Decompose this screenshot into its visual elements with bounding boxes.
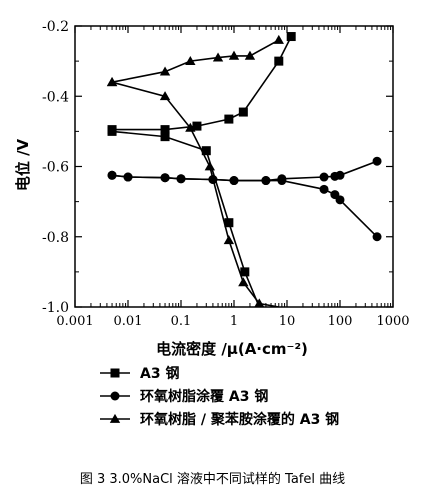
data-point-circle <box>229 176 239 186</box>
series-layer <box>106 32 382 307</box>
data-point-triangle <box>212 52 224 62</box>
series-circle <box>107 156 382 242</box>
data-point-circle <box>261 176 271 186</box>
data-point-circle <box>335 195 345 205</box>
x-tick-label: 1 <box>230 314 238 329</box>
x-axis-label: 电流密度 /μ(A·cm⁻²) <box>156 340 308 358</box>
data-point-circle <box>176 174 186 184</box>
data-point-circle <box>107 170 117 180</box>
data-point-square <box>160 132 170 142</box>
data-point-square <box>238 107 248 117</box>
data-point-circle <box>372 232 382 242</box>
legend-label: 环氧树脂涂覆 A3 钢 <box>140 388 268 405</box>
series-triangle <box>106 34 284 307</box>
series-line <box>111 130 261 307</box>
data-point-square <box>160 125 170 135</box>
data-point-square <box>201 146 211 156</box>
x-tick-label: 100 <box>328 314 353 329</box>
data-point-circle <box>319 172 329 182</box>
y-tick-label: -1.0 <box>42 300 69 316</box>
data-point-square <box>224 218 234 228</box>
axes: 0.001 0.01 0.1 1 10 100 1000 -1.0 -0.8 -0.6 -0.4 -0… <box>42 19 410 329</box>
legend-label: 环氧树脂 / 聚苯胺涂覆的 A3 钢 <box>140 411 339 428</box>
x-tick-label: 0.001 <box>56 314 93 329</box>
data-point-triangle <box>204 161 216 171</box>
data-point-circle <box>372 156 382 166</box>
y-axis-label: 电位 /V <box>14 138 32 191</box>
data-point-square <box>286 32 296 42</box>
data-point-circle <box>277 176 287 186</box>
data-point-circle <box>319 184 329 194</box>
figure-caption: 图 3 3.0%NaCl 溶液中不同试样的 Tafel 曲线 <box>0 468 425 487</box>
series-square <box>107 32 296 307</box>
data-point-square <box>107 126 117 136</box>
x-tick-label: 10 <box>279 314 296 329</box>
y-tick-label: -0.2 <box>42 19 69 35</box>
data-point-triangle <box>273 34 284 44</box>
data-point-triangle <box>244 50 256 60</box>
data-point-triangle <box>185 122 196 132</box>
data-point-circle <box>110 391 120 401</box>
y-tick-label: -0.8 <box>42 230 69 246</box>
data-point-square <box>240 267 250 277</box>
data-point-triangle <box>106 77 118 87</box>
data-point-triangle <box>185 55 196 66</box>
data-point-triangle <box>109 413 121 423</box>
data-point-triangle <box>159 91 171 101</box>
data-point-circle <box>160 173 170 183</box>
series-line <box>111 174 378 238</box>
data-point-triangle <box>228 50 240 60</box>
data-point-triangle <box>159 66 171 76</box>
data-point-circle <box>335 170 345 180</box>
series-line <box>112 36 292 131</box>
plot-frame <box>74 25 394 308</box>
series-line <box>111 81 279 307</box>
x-tick-label: 0.01 <box>114 314 143 329</box>
figure-caption-text: 图 3 3.0%NaCl 溶液中不同试样的 Tafel 曲线 <box>79 472 346 487</box>
data-point-triangle <box>238 277 249 287</box>
data-point-square <box>192 121 202 131</box>
data-point-square <box>274 56 284 66</box>
y-tick-label: -0.6 <box>42 160 69 176</box>
legend-label: A3 钢 <box>140 365 179 382</box>
data-point-triangle <box>223 235 235 245</box>
data-point-triangle <box>254 298 265 307</box>
data-point-circle <box>123 172 133 182</box>
y-tick-label: -0.4 <box>42 89 69 105</box>
x-tick-label: 1000 <box>376 314 409 329</box>
x-tick-label: 0.1 <box>171 314 192 329</box>
data-point-square <box>224 114 234 124</box>
series-line <box>111 39 280 83</box>
data-point-square <box>110 368 120 378</box>
